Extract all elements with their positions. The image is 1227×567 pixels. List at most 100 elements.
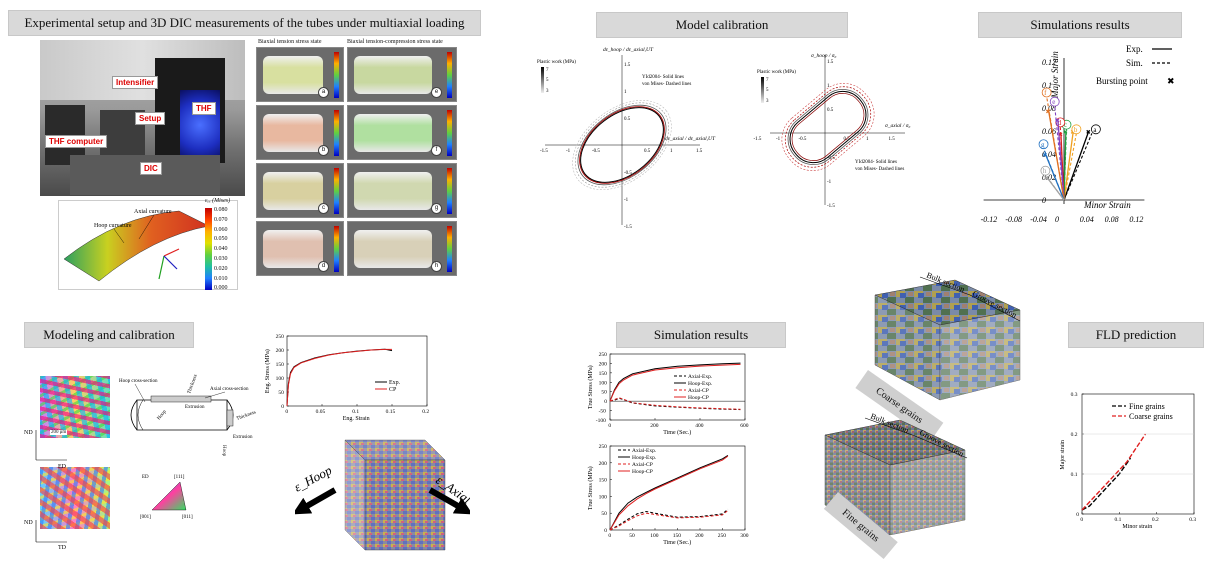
strain-xtick: -0.12 bbox=[981, 215, 998, 224]
chart-xtick: 0.15 bbox=[386, 409, 396, 415]
calib-right-xtick: -1 bbox=[776, 137, 781, 142]
dic-panel-letter: b bbox=[318, 145, 329, 156]
dic-tube-panel-left: c bbox=[256, 163, 344, 218]
chart-xtick: 0.1 bbox=[352, 409, 359, 415]
calib-left-xtick: -0.5 bbox=[592, 149, 600, 154]
strain-path-sim-c bbox=[1063, 128, 1068, 201]
chart-ytick: 50 bbox=[278, 390, 284, 396]
tube-schematic-svg: Hoop cross-section Axial cross-section E… bbox=[119, 374, 257, 457]
dic-tube-strain-field bbox=[263, 230, 323, 268]
strain-path-badge-g bbox=[1038, 139, 1049, 150]
strain-path-badge-a bbox=[1091, 124, 1101, 135]
chart-xtick: 0 bbox=[1080, 517, 1083, 523]
legend-label: Axial-Exp. bbox=[632, 448, 657, 454]
calib-left-cbar-t2: 3 bbox=[546, 89, 549, 94]
rve-cube-svg: ε_Hoop ε_Axial bbox=[295, 439, 470, 551]
legend-label: Hoop-CP bbox=[688, 395, 709, 401]
dic-colorbar-tick: 0.000 bbox=[214, 285, 228, 292]
dic-colorbar-tick: 0.080 bbox=[214, 207, 228, 213]
legend-label: Hoop-Exp. bbox=[688, 381, 713, 387]
strain-path-sim-e bbox=[1054, 105, 1065, 201]
calib-right-cbar-t1: 5 bbox=[766, 88, 769, 93]
calib-right-xtick: 1.5 bbox=[889, 137, 896, 142]
strain-path-letter-h: h bbox=[1043, 167, 1047, 175]
strain-ytick: 0 bbox=[1042, 196, 1046, 205]
series-line-hoop-cp bbox=[609, 363, 741, 402]
chart-xtick: 0.2 bbox=[1152, 517, 1159, 523]
chart-frame bbox=[286, 335, 428, 407]
ebsd-map-bottom bbox=[40, 467, 110, 529]
calib-left-chart: Plastic work (MPa) 7 5 3 dε_hoop / dε_ax… bbox=[537, 47, 716, 230]
chart-ytick: 0.2 bbox=[1071, 432, 1078, 438]
chart-ytick: 200 bbox=[599, 361, 608, 367]
strain-path-badge-e bbox=[1049, 96, 1060, 107]
series-line-cp bbox=[286, 348, 392, 407]
strain-ytick: 0.04 bbox=[1042, 150, 1056, 159]
calib-left-cbar-title: Plastic work (MPa) bbox=[537, 60, 576, 65]
strain-ytick: 0.12 bbox=[1042, 58, 1056, 67]
surface-shape bbox=[63, 210, 210, 282]
chart-xtick: 0 bbox=[608, 533, 611, 539]
burst-marker-icon: ✖ bbox=[1167, 76, 1175, 86]
calib-left-xlabel: dε_axial / dε_axial,UT bbox=[665, 136, 716, 142]
chart-ytick: 200 bbox=[599, 461, 608, 467]
chart-xtick: 150 bbox=[673, 533, 682, 539]
chart-xtick: 600 bbox=[740, 423, 749, 429]
dic-tube-panel-right: g bbox=[347, 163, 457, 218]
calib-left-xtick: 1.5 bbox=[696, 149, 703, 154]
hoop-curvature-label: Hoop curvature bbox=[94, 223, 132, 229]
legend-label: Axial-Exp. bbox=[688, 374, 713, 380]
legend-label: Axial-CP bbox=[688, 388, 709, 394]
strain-path-sim-g bbox=[1043, 148, 1065, 201]
strain-path-letter-e: e bbox=[1052, 98, 1055, 106]
ebsd-map-top bbox=[40, 376, 110, 438]
strain-path-letter-c: c bbox=[1064, 121, 1067, 129]
legend-label: Hoop-Exp. bbox=[632, 455, 657, 461]
chart-xlabel: Time (Sec.) bbox=[663, 539, 691, 546]
chart-ytick: 200 bbox=[276, 348, 285, 354]
burst-point-a: ✖ bbox=[1086, 129, 1091, 136]
strain-path-letter-a: a bbox=[1093, 126, 1097, 134]
chart-ylabel: True Stress (MPa) bbox=[587, 466, 594, 510]
tube-label-axial-cs: Axial cross-section bbox=[210, 387, 249, 392]
dic-tube-panel-right: h bbox=[347, 221, 457, 276]
tube-label-hoop-cs: Hoop cross-section bbox=[119, 379, 158, 384]
calib-left-xtick: 0.5 bbox=[644, 149, 651, 154]
calib-right-ytick: -0.5 bbox=[827, 156, 835, 161]
strain-path-sim-h bbox=[1044, 174, 1065, 201]
legend-label: CP bbox=[389, 387, 397, 393]
tube-label-extrusion-1: Extrusion bbox=[185, 405, 205, 410]
calib-right-cbar-title: Plastic work (MPa) bbox=[757, 70, 796, 75]
exp-section-title: Experimental setup and 3D DIC measuremen… bbox=[8, 10, 481, 36]
chart-ytick: 0 bbox=[281, 404, 284, 410]
strain-xtick: 0 bbox=[1055, 215, 1059, 224]
series-line-fine-grains bbox=[1081, 457, 1132, 511]
dic-panel-letter: f bbox=[431, 145, 442, 156]
burst-point-d: ✖ bbox=[1058, 131, 1063, 138]
legend-label: Exp. bbox=[389, 380, 401, 386]
dic-panel-letter: a bbox=[318, 87, 329, 98]
legend-label: Hoop-CP bbox=[632, 469, 653, 475]
tag-thf: THF bbox=[192, 102, 216, 115]
tube-label-hoop-1: Hoop bbox=[157, 409, 168, 421]
strain-legend-sim: Sim. bbox=[1126, 58, 1143, 68]
col-header-biaxial-tension: Biaxial tension stress state bbox=[258, 39, 322, 45]
dic-colorbar-tick: 0.040 bbox=[214, 246, 228, 253]
strain-paths-svg: 0.12 0.1 0.08 0.06 0.04 0.02 0 -0.12 -0.08 -0.04 0… bbox=[981, 44, 1175, 224]
chart-xtick: 100 bbox=[650, 533, 659, 539]
legend-label: Axial-CP bbox=[632, 462, 653, 468]
chart-ytick: 0 bbox=[604, 528, 607, 534]
chart-xtick: 200 bbox=[695, 533, 704, 539]
chart-ytick: 150 bbox=[599, 478, 608, 484]
calib-left-ytick: -1.5 bbox=[624, 225, 632, 230]
burst-point-e: ✖ bbox=[1055, 118, 1060, 125]
strain-xtick: 0.12 bbox=[1129, 215, 1143, 224]
series-line-hoop-exp- bbox=[609, 454, 729, 531]
chart-ytick: 150 bbox=[599, 371, 608, 377]
series-line-hoop-cp bbox=[609, 455, 729, 531]
ebsd-nd-label-2: ND bbox=[24, 520, 33, 526]
calib-left-ytick: 1.5 bbox=[624, 63, 631, 68]
dic-tube-panel-right: e bbox=[347, 47, 457, 102]
chart-xtick: 200 bbox=[650, 423, 659, 429]
strain-path-sim-f bbox=[1046, 96, 1065, 201]
